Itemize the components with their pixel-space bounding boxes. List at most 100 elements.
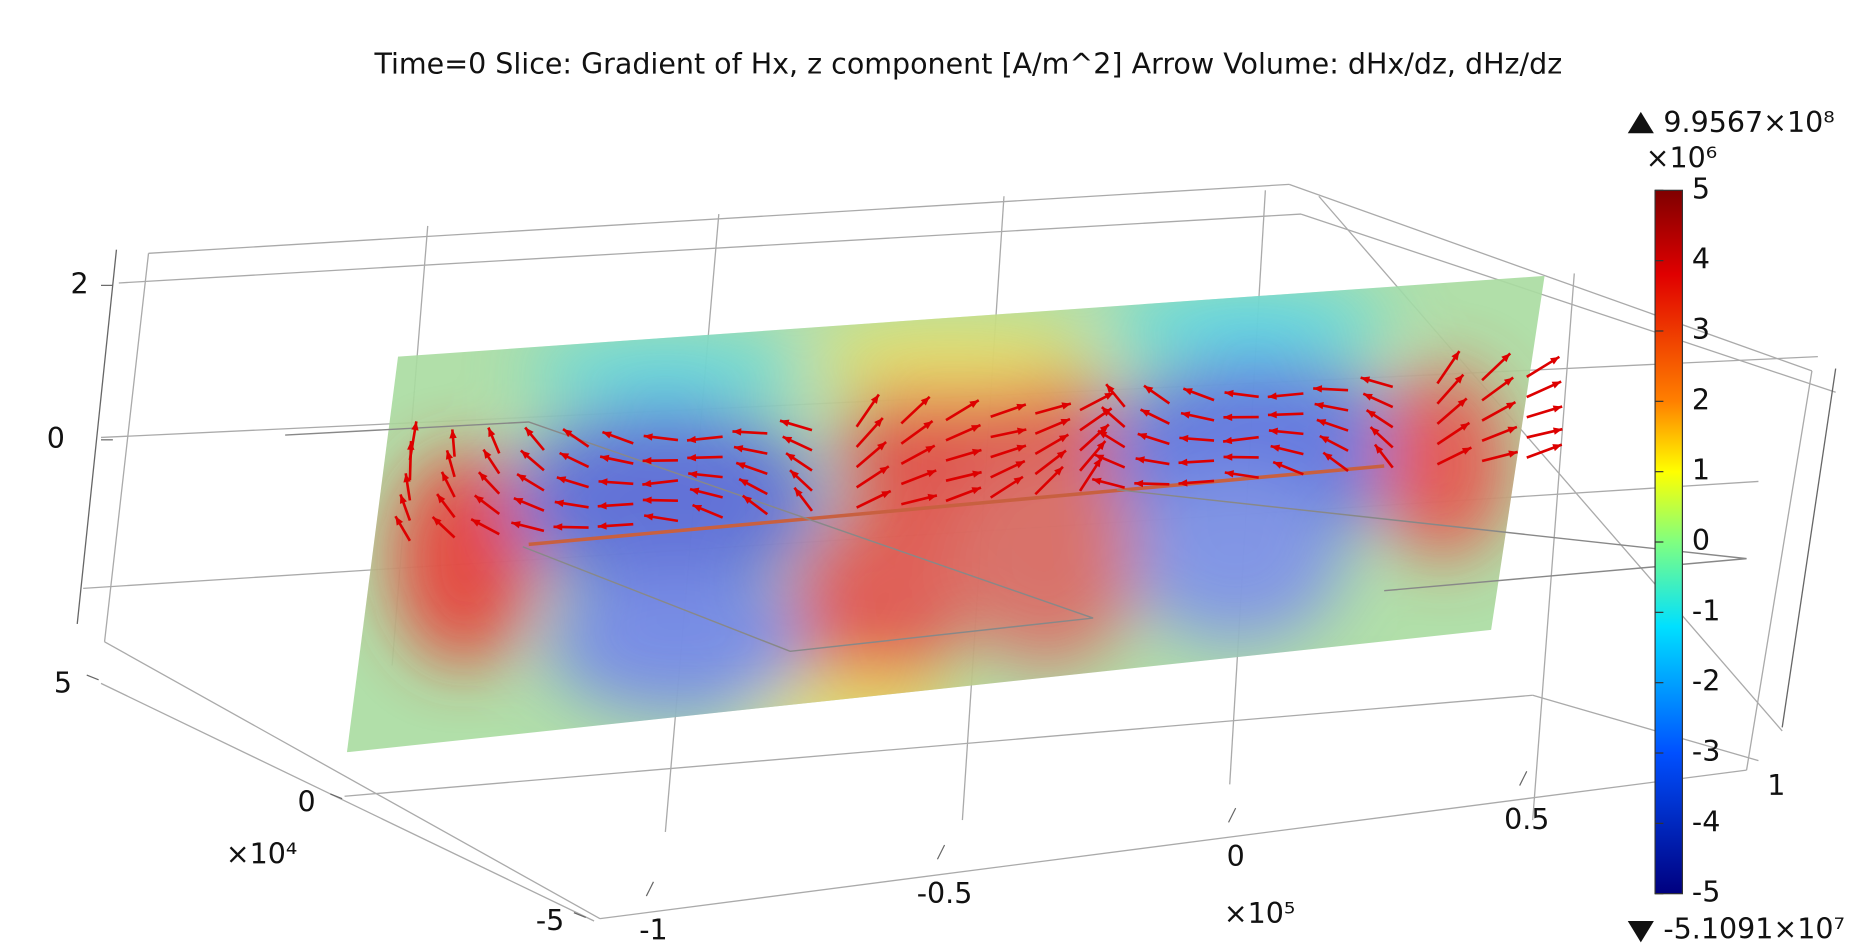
y-tick xyxy=(86,674,99,681)
colorbar-tick-label: 1 xyxy=(1692,454,1710,487)
colorbar-tick-label: -5 xyxy=(1692,876,1720,909)
arrow-head xyxy=(441,471,450,482)
arrow-head xyxy=(1552,405,1563,413)
arrow-head xyxy=(1016,427,1027,435)
arrow-head xyxy=(1360,376,1371,384)
arrow-head xyxy=(1454,374,1464,384)
arrow-head xyxy=(926,470,937,478)
arrow-head xyxy=(559,453,570,461)
arrow-head xyxy=(690,487,700,495)
arrow-head xyxy=(432,516,442,526)
arrow-head xyxy=(483,449,492,459)
colorbar-tick-label: 0 xyxy=(1692,524,1710,557)
axis-lines xyxy=(76,249,1837,728)
colorbar-tick-label: -1 xyxy=(1692,594,1720,627)
arrow-head xyxy=(969,400,979,408)
arrow-head xyxy=(1374,444,1384,454)
arrow-head xyxy=(1501,353,1511,363)
arrow-head xyxy=(1183,388,1193,396)
colorbar-tick-label: -2 xyxy=(1692,665,1720,698)
arrow-head xyxy=(1323,452,1333,461)
arrow-head xyxy=(1314,402,1324,410)
arrow-head xyxy=(403,473,411,483)
arrow-head xyxy=(1223,436,1233,445)
arrow-head xyxy=(474,495,484,504)
x-tick-label: 0.5 xyxy=(1504,803,1549,836)
arrow-head xyxy=(1503,377,1514,386)
arrow-head xyxy=(971,448,982,457)
arrow-head xyxy=(1273,461,1283,469)
arrow-head xyxy=(1093,458,1102,468)
z-tick-label: 0 xyxy=(47,422,65,455)
arrow-head xyxy=(488,427,496,438)
arrow-head xyxy=(598,478,608,486)
colorbar-tick-label: 4 xyxy=(1692,243,1710,276)
arrow-head xyxy=(1058,434,1069,443)
arrow-head xyxy=(687,435,697,444)
arrow-head xyxy=(925,445,935,454)
x-tick-label: -0.5 xyxy=(917,877,973,910)
arrow-head xyxy=(525,427,534,437)
arrow-head xyxy=(732,428,742,436)
y-tick xyxy=(573,912,586,919)
arrow-head xyxy=(1179,434,1189,443)
arrow-head xyxy=(1223,453,1233,461)
arrow-head xyxy=(1363,393,1373,401)
arrow-head xyxy=(1056,450,1067,459)
arrow-head xyxy=(642,496,652,504)
arrow-head xyxy=(511,521,521,529)
arrow-head xyxy=(1451,351,1460,361)
arrow-head xyxy=(471,519,481,527)
arrow-head xyxy=(399,494,407,504)
arrow-head xyxy=(1507,426,1517,434)
arrow-head xyxy=(687,454,697,462)
x-tick xyxy=(1519,771,1528,786)
max-label: 9.9567×10⁸ xyxy=(1663,106,1834,139)
arrow-head xyxy=(1015,461,1025,469)
arrow-head xyxy=(1553,427,1563,435)
max-marker xyxy=(1627,111,1654,134)
arrow-head xyxy=(1140,409,1151,417)
arrow-head xyxy=(1316,419,1327,427)
colorbar-tick-label: -3 xyxy=(1692,735,1720,768)
arrow-head xyxy=(1224,389,1234,398)
arrow-head xyxy=(1134,479,1144,488)
x-exponent: ×10⁵ xyxy=(1224,897,1296,930)
arrow-head xyxy=(556,476,567,484)
arrow-head xyxy=(1016,403,1026,411)
title: Time=0 Slice: Gradient of Hx, z componen… xyxy=(373,48,1562,81)
arrow-head xyxy=(449,429,457,439)
arrow-head xyxy=(553,523,563,531)
z-tick-label: 2 xyxy=(71,267,89,300)
arrow-head xyxy=(923,421,933,430)
arrow-field xyxy=(394,350,1563,542)
arrow-head xyxy=(1178,458,1188,467)
arrow-head xyxy=(644,513,654,521)
arrow-head xyxy=(879,466,889,475)
arrow-head xyxy=(927,493,937,502)
arrow-head xyxy=(1060,419,1071,426)
arrow-head xyxy=(1270,444,1281,452)
arrow-head xyxy=(1106,384,1115,394)
arrow-head xyxy=(972,470,982,478)
arrow-head xyxy=(517,474,527,482)
arrow-head xyxy=(1054,466,1063,476)
arrow-head xyxy=(1267,392,1277,400)
min-label: -5.1091×10⁷ xyxy=(1663,913,1845,945)
arrow-head xyxy=(1268,427,1279,436)
arrow-head xyxy=(790,470,799,479)
arrow-head xyxy=(597,522,607,530)
arrow-head xyxy=(1013,476,1023,485)
y-tick xyxy=(330,793,343,800)
y-exponent: ×10⁴ xyxy=(226,838,298,871)
arrow-head xyxy=(1552,444,1562,452)
arrow-head xyxy=(602,431,612,439)
x-tick xyxy=(1228,807,1237,823)
min-marker xyxy=(1627,921,1654,943)
arrow-head xyxy=(1366,410,1376,419)
arrow-head xyxy=(739,479,749,487)
arrow-head xyxy=(874,418,883,427)
coil-outline xyxy=(285,421,1747,653)
